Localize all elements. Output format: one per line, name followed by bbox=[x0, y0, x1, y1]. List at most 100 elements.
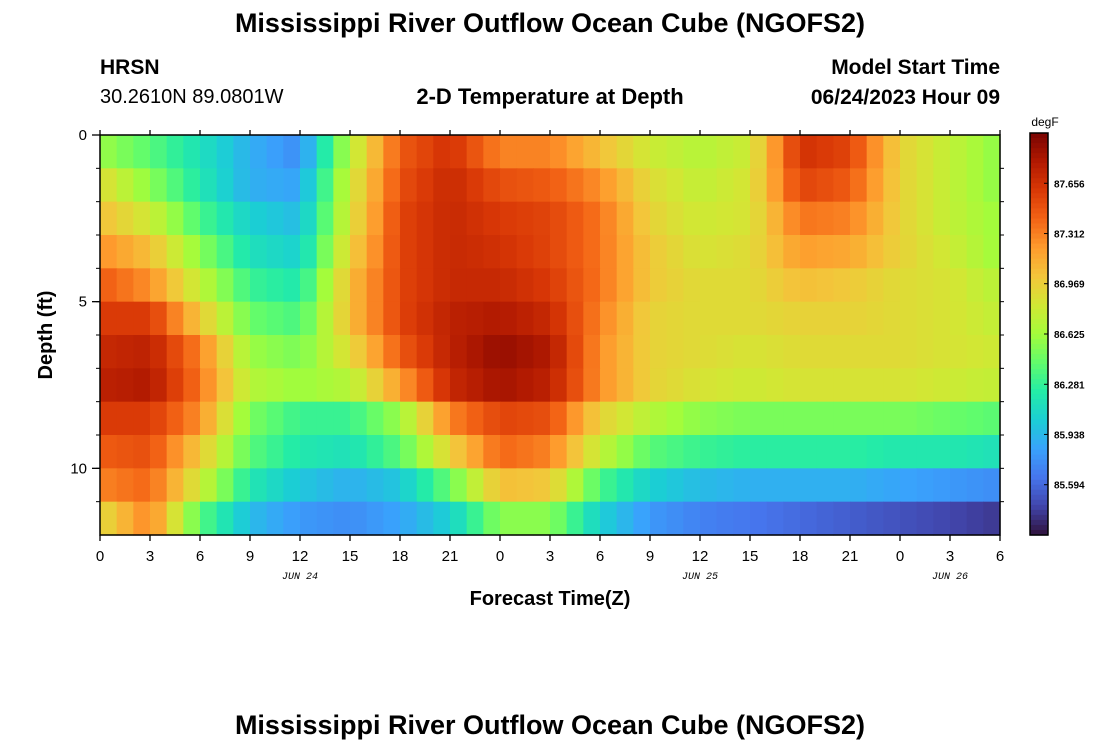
heatmap-cell bbox=[833, 235, 851, 269]
heatmap-cell bbox=[516, 201, 534, 236]
heatmap-cell bbox=[266, 268, 284, 303]
heatmap-cell bbox=[166, 435, 184, 469]
heatmap-cell bbox=[700, 135, 718, 169]
heatmap-cell bbox=[700, 335, 718, 369]
heatmap-cell bbox=[516, 368, 534, 403]
x-tick-label: 21 bbox=[442, 548, 459, 565]
heatmap-cell bbox=[200, 301, 218, 336]
heatmap-cell bbox=[900, 468, 918, 503]
heatmap-cell bbox=[783, 368, 801, 403]
heatmap-cell bbox=[900, 168, 918, 203]
heatmap-cell bbox=[116, 401, 134, 436]
heatmap-cell bbox=[633, 335, 651, 369]
heatmap-cell bbox=[533, 368, 551, 403]
heatmap-cell bbox=[766, 501, 784, 536]
heatmap-cell bbox=[250, 301, 268, 336]
heatmap-cell bbox=[850, 401, 868, 436]
heatmap-cell bbox=[916, 335, 934, 369]
heatmap-cell bbox=[233, 435, 251, 469]
colorbar-segment bbox=[1030, 479, 1048, 486]
heatmap-cell bbox=[233, 501, 251, 536]
x-tick-label: 21 bbox=[842, 548, 859, 565]
heatmap-cell bbox=[283, 335, 301, 369]
heatmap-cell bbox=[983, 468, 1001, 503]
heatmap-cell bbox=[883, 335, 901, 369]
colorbar-segment bbox=[1030, 263, 1048, 270]
heatmap-cell bbox=[983, 501, 1001, 536]
heatmap-cell bbox=[583, 435, 601, 469]
heatmap-cell bbox=[216, 201, 234, 236]
heatmap-cell bbox=[716, 168, 734, 203]
heatmap-cell bbox=[483, 468, 501, 503]
x-tick-label: 3 bbox=[946, 548, 954, 565]
heatmap-cell bbox=[616, 235, 634, 269]
heatmap-cell bbox=[316, 501, 334, 536]
heatmap-cell bbox=[483, 235, 501, 269]
heatmap-cell bbox=[316, 468, 334, 503]
heatmap-cell bbox=[916, 468, 934, 503]
colorbar-segment bbox=[1030, 344, 1048, 350]
colorbar-segment bbox=[1030, 303, 1048, 310]
heatmap-cell bbox=[450, 201, 468, 236]
heatmap-cell bbox=[150, 468, 168, 503]
colorbar-segment bbox=[1030, 394, 1048, 400]
heatmap-cell bbox=[366, 468, 384, 503]
colorbar-segment bbox=[1030, 459, 1048, 466]
heatmap-cell bbox=[516, 168, 534, 203]
colorbar-segment bbox=[1030, 489, 1048, 496]
heatmap-cell bbox=[166, 268, 184, 303]
heatmap-cell bbox=[733, 368, 751, 403]
heatmap-cell bbox=[683, 168, 701, 203]
colorbar-segment bbox=[1030, 228, 1048, 235]
heatmap-cell bbox=[100, 268, 118, 303]
heatmap-cell bbox=[966, 335, 984, 369]
heatmap-cell bbox=[533, 235, 551, 269]
x-tick-label: 0 bbox=[896, 548, 904, 565]
heatmap-cell bbox=[733, 401, 751, 436]
heatmap-cell bbox=[700, 268, 718, 303]
heatmap-cell bbox=[216, 268, 234, 303]
heatmap-cell bbox=[450, 468, 468, 503]
heatmap-cell bbox=[250, 335, 268, 369]
heatmap-cell bbox=[833, 401, 851, 436]
heatmap-cell bbox=[866, 501, 884, 536]
heatmap-cell bbox=[783, 301, 801, 336]
colorbar-segment bbox=[1030, 374, 1048, 380]
heatmap-cell bbox=[400, 168, 418, 203]
heatmap-cell bbox=[766, 201, 784, 236]
heatmap-cell bbox=[450, 368, 468, 403]
heatmap-cell bbox=[183, 468, 201, 503]
heatmap-cell bbox=[550, 501, 568, 536]
heatmap-cell bbox=[316, 368, 334, 403]
heatmap-cell bbox=[900, 135, 918, 169]
heatmap-cell bbox=[216, 301, 234, 336]
colorbar-segment bbox=[1030, 278, 1048, 285]
heatmap-cell bbox=[916, 235, 934, 269]
heatmap-cell bbox=[450, 268, 468, 303]
colorbar-segment bbox=[1030, 389, 1048, 395]
heatmap-cell bbox=[533, 468, 551, 503]
heatmap-cell bbox=[800, 368, 818, 403]
colorbar-segment bbox=[1030, 138, 1048, 144]
heatmap-cell bbox=[750, 401, 768, 436]
heatmap-cell bbox=[750, 268, 768, 303]
colorbar-tick-label: 86.969 bbox=[1054, 280, 1085, 291]
heatmap-cell bbox=[250, 368, 268, 403]
heatmap-cell bbox=[283, 368, 301, 403]
heatmap-cell bbox=[783, 168, 801, 203]
heatmap-cell bbox=[533, 135, 551, 169]
heatmap-cell bbox=[883, 401, 901, 436]
heatmap-cell bbox=[433, 268, 451, 303]
heatmap-cell bbox=[850, 501, 868, 536]
heatmap-cell bbox=[933, 468, 951, 503]
heatmap-cell bbox=[366, 168, 384, 203]
heatmap-cell bbox=[500, 235, 518, 269]
heatmap-cell bbox=[350, 201, 368, 236]
heatmap-cell bbox=[166, 168, 184, 203]
heatmap-cell bbox=[633, 301, 651, 336]
heatmap-cell bbox=[466, 201, 484, 236]
colorbar-segment bbox=[1030, 484, 1048, 491]
heatmap-cell bbox=[883, 435, 901, 469]
heatmap-cell bbox=[700, 168, 718, 203]
y-axis-label: Depth (ft) bbox=[35, 291, 57, 380]
